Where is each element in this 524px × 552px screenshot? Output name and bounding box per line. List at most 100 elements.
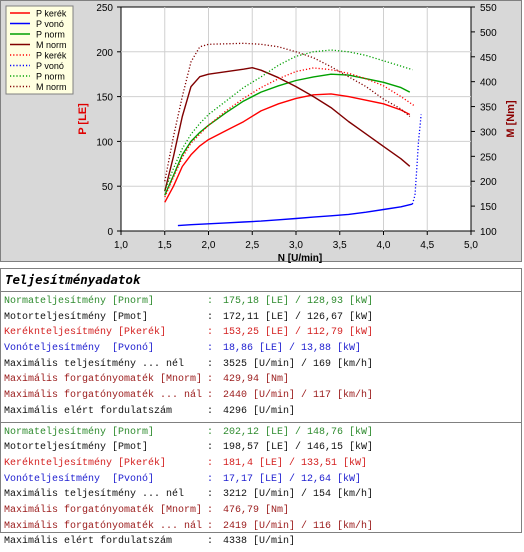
report-row: Motorteljesítmény [Pmot]:198,57 [LE] / 1… xyxy=(4,440,521,456)
report-row-value: 153,25 [LE] / 112,79 [kW] xyxy=(223,325,373,341)
report-row-value: 4338 [U/min] xyxy=(223,534,295,550)
report-block: Normateljesítmény [Pnorm]:175,18 [LE] / … xyxy=(1,292,521,423)
x-tick-label: 3,5 xyxy=(333,240,347,251)
report-row-separator: : xyxy=(207,487,223,503)
report-row-label: Keréknteljesítmény [Pkerék] xyxy=(4,325,207,341)
report-row-separator: : xyxy=(207,372,223,388)
y-right-tick-label: 450 xyxy=(480,53,497,64)
report-row-separator: : xyxy=(207,519,223,535)
report-row-separator: : xyxy=(207,534,223,550)
report-row-separator: : xyxy=(207,503,223,519)
report-row-separator: : xyxy=(207,325,223,341)
y-right-tick-label: 200 xyxy=(480,177,497,188)
y-right-tick-label: 550 xyxy=(480,3,497,14)
x-tick-label: 4,0 xyxy=(377,240,391,251)
report-row-separator: : xyxy=(207,357,223,373)
y-left-axis-label: P [LE] xyxy=(77,103,89,135)
x-axis-label: N [U/min] xyxy=(278,253,322,263)
report-row-separator: : xyxy=(207,294,223,310)
report-row-value: 3525 [U/min] / 169 [km/h] xyxy=(223,357,373,373)
report-row: Maximális elért fordulatszám:4338 [U/min… xyxy=(4,534,521,550)
legend-label: P kerék xyxy=(36,51,67,61)
legend-label: M norm xyxy=(36,82,67,92)
report-row-value: 4296 [U/min] xyxy=(223,404,295,420)
report-row: Normateljesítmény [Pnorm]:175,18 [LE] / … xyxy=(4,294,521,310)
legend-label: P kerék xyxy=(36,9,67,19)
report-row-label: Maximális forgatónyomaték ... nál xyxy=(4,388,207,404)
report-row-separator: : xyxy=(207,388,223,404)
y-right-tick-label: 150 xyxy=(480,202,497,213)
report-row: Vonóteljesítmény [Pvonó]:17,17 [LE] / 12… xyxy=(4,472,521,488)
x-tick-label: 4,5 xyxy=(420,240,434,251)
y-right-tick-label: 400 xyxy=(480,78,497,89)
report-row: Motorteljesítmény [Pmot]:172,11 [LE] / 1… xyxy=(4,310,521,326)
report-row: Maximális forgatónyomaték [Mnorm]:429,94… xyxy=(4,372,521,388)
report-row-label: Maximális forgatónyomaték [Mnorm] xyxy=(4,372,207,388)
report-title: Teljesítményadatok xyxy=(1,269,521,292)
report-row: Normateljesítmény [Pnorm]:202,12 [LE] / … xyxy=(4,425,521,441)
legend-label: P vonó xyxy=(36,19,64,29)
report-row-label: Maximális elért fordulatszám xyxy=(4,534,207,550)
report-row-value: 476,79 [Nm] xyxy=(223,503,289,519)
report-row: Maximális teljesítmény ... nél:3212 [U/m… xyxy=(4,487,521,503)
y-right-tick-label: 300 xyxy=(480,127,497,138)
report-row-separator: : xyxy=(207,440,223,456)
report-row-value: 181,4 [LE] / 133,51 [kW] xyxy=(223,456,367,472)
x-tick-label: 5,0 xyxy=(464,240,478,251)
x-tick-label: 2,5 xyxy=(245,240,259,251)
report-row-separator: : xyxy=(207,472,223,488)
report-row: Keréknteljesítmény [Pkerék]:181,4 [LE] /… xyxy=(4,456,521,472)
report-row-value: 2419 [U/min] / 116 [km/h] xyxy=(223,519,373,535)
report-row-value: 429,94 [Nm] xyxy=(223,372,289,388)
y-right-tick-label: 500 xyxy=(480,28,497,39)
x-tick-label: 1,0 xyxy=(114,240,128,251)
report-row: Maximális forgatónyomaték ... nál:2440 [… xyxy=(4,388,521,404)
report-row-label: Maximális elért fordulatszám xyxy=(4,404,207,420)
x-tick-label: 1,5 xyxy=(158,240,172,251)
report-row-value: 17,17 [LE] / 12,64 [kW] xyxy=(223,472,361,488)
report-row: Keréknteljesítmény [Pkerék]:153,25 [LE] … xyxy=(4,325,521,341)
y-left-tick-label: 200 xyxy=(96,48,113,59)
y-left-tick-label: 250 xyxy=(96,3,113,14)
y-right-tick-label: 100 xyxy=(480,227,497,238)
report-row-label: Vonóteljesítmény [Pvonó] xyxy=(4,472,207,488)
report-row-value: 175,18 [LE] / 128,93 [kW] xyxy=(223,294,373,310)
report-row-value: 18,86 [LE] / 13,88 [kW] xyxy=(223,341,361,357)
report-row: Maximális forgatónyomaték [Mnorm]:476,79… xyxy=(4,503,521,519)
report-row-separator: : xyxy=(207,404,223,420)
legend-label: P norm xyxy=(36,72,65,82)
legend-label: P norm xyxy=(36,30,65,40)
y-right-axis-label: M [Nm] xyxy=(505,100,517,138)
report-row-value: 3212 [U/min] / 154 [km/h] xyxy=(223,487,373,503)
report-row: Maximális teljesítmény ... nél:3525 [U/m… xyxy=(4,357,521,373)
report-row-label: Vonóteljesítmény [Pvonó] xyxy=(4,341,207,357)
report-row-label: Keréknteljesítmény [Pkerék] xyxy=(4,456,207,472)
report-row-separator: : xyxy=(207,310,223,326)
y-left-tick-label: 100 xyxy=(96,137,113,148)
report-row-value: 198,57 [LE] / 146,15 [kW] xyxy=(223,440,373,456)
x-tick-label: 2,0 xyxy=(202,240,216,251)
y-left-tick-label: 150 xyxy=(96,93,113,104)
legend-label: P vonó xyxy=(36,61,64,71)
legend-label: M norm xyxy=(36,40,67,50)
report-row-label: Maximális forgatónyomaték [Mnorm] xyxy=(4,503,207,519)
report-row-label: Maximális forgatónyomaték ... nál xyxy=(4,519,207,535)
report-row-value: 172,11 [LE] / 126,67 [kW] xyxy=(223,310,373,326)
report-row: Maximális elért fordulatszám:4296 [U/min… xyxy=(4,404,521,420)
y-right-tick-label: 350 xyxy=(480,103,497,114)
report-row-separator: : xyxy=(207,341,223,357)
report-row-label: Normateljesítmény [Pnorm] xyxy=(4,294,207,310)
report-row-label: Maximális teljesítmény ... nél xyxy=(4,487,207,503)
report-row-label: Motorteljesítmény [Pmot] xyxy=(4,310,207,326)
report-row-label: Motorteljesítmény [Pmot] xyxy=(4,440,207,456)
performance-report: Teljesítményadatok Normateljesítmény [Pn… xyxy=(0,268,522,533)
report-row-separator: : xyxy=(207,456,223,472)
report-row-value: 202,12 [LE] / 148,76 [kW] xyxy=(223,425,373,441)
report-row-separator: : xyxy=(207,425,223,441)
report-body: Normateljesítmény [Pnorm]:175,18 [LE] / … xyxy=(1,292,521,552)
report-row: Maximális forgatónyomaték ... nál:2419 [… xyxy=(4,519,521,535)
report-row-value: 2440 [U/min] / 117 [km/h] xyxy=(223,388,373,404)
